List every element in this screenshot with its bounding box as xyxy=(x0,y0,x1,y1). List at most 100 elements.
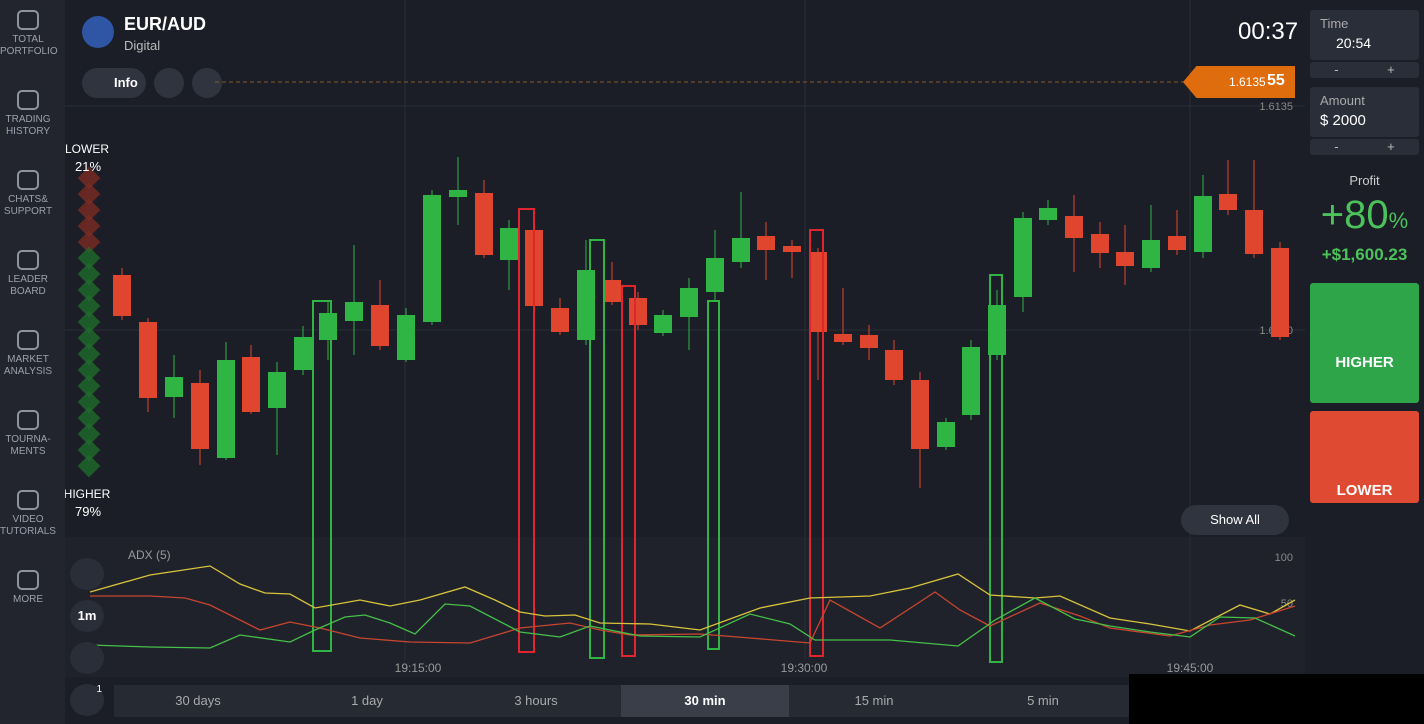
time-plus[interactable]: + xyxy=(1387,62,1395,77)
candle xyxy=(809,252,827,332)
time-label: Time xyxy=(1320,16,1349,31)
amount-plus[interactable]: + xyxy=(1387,139,1395,154)
candle xyxy=(1271,248,1289,337)
period[interactable]: 5 min xyxy=(1027,693,1059,708)
candle xyxy=(834,334,852,342)
alert-button[interactable] xyxy=(154,68,184,98)
period[interactable]: 3 hours xyxy=(514,693,558,708)
interval-tool[interactable]: 1m xyxy=(70,600,104,632)
candle xyxy=(937,422,955,447)
amount-value[interactable]: 2000 xyxy=(1332,112,1366,129)
signal-box xyxy=(312,300,332,652)
flag xyxy=(82,16,114,48)
candle xyxy=(757,236,775,250)
signal-box xyxy=(707,300,720,650)
signal-box xyxy=(809,229,824,657)
asset[interactable]: EUR/AUD xyxy=(124,14,207,34)
nav-label: VIDEO TUTORIALS xyxy=(0,514,56,537)
signal-box xyxy=(589,239,605,659)
nav-label: TRADING HISTORY xyxy=(5,114,51,137)
sentiment-higher: HIGHER xyxy=(65,487,111,501)
indicator-tool[interactable]: 1 xyxy=(70,684,104,716)
sentiment-lower: LOWER xyxy=(65,142,109,156)
adx-line xyxy=(89,597,1296,649)
badge: 1 xyxy=(96,684,102,695)
candle xyxy=(500,228,518,260)
nav-label: LEADER BOARD xyxy=(7,274,48,297)
profit-pct: +80 xyxy=(1320,193,1389,237)
candle xyxy=(371,305,389,346)
candle xyxy=(268,372,286,408)
signal-box xyxy=(518,208,535,653)
candle xyxy=(319,313,337,340)
amount-minus[interactable]: - xyxy=(1334,139,1339,154)
draw-tool[interactable] xyxy=(70,642,104,674)
profit-pct-row: +80% xyxy=(1310,193,1419,238)
info-button[interactable]: Info xyxy=(82,68,146,98)
nav-item[interactable]: TOTAL PORTFOLIO xyxy=(0,10,58,58)
candle xyxy=(139,322,157,398)
nav-label: CHATS& SUPPORT xyxy=(3,194,53,217)
nav-icon xyxy=(17,490,39,510)
period[interactable]: 30 min xyxy=(621,685,789,717)
candle xyxy=(551,308,569,332)
candle xyxy=(397,315,415,360)
sidebar: TOTAL PORTFOLIO TRADING HISTORY CHATS& SUP… xyxy=(0,0,65,724)
candle xyxy=(1194,196,1212,252)
period[interactable]: 1 day xyxy=(351,693,383,708)
lower-button[interactable]: LOWER xyxy=(1310,411,1419,503)
nav-item[interactable]: TOURNA- MENTS xyxy=(0,410,56,458)
candle xyxy=(1065,216,1083,238)
candle xyxy=(423,195,441,322)
higher-button[interactable]: HIGHER xyxy=(1310,283,1419,403)
indicator-name: ADX (5) xyxy=(128,548,171,562)
candle xyxy=(577,270,595,340)
candle xyxy=(1039,208,1057,220)
nav-item[interactable]: TRADING HISTORY xyxy=(0,90,56,138)
period-bar: 30 days 1 day 3 hours 30 min 15 min 5 min xyxy=(114,685,1129,717)
nav-icon xyxy=(17,410,39,430)
blank xyxy=(1129,674,1424,724)
time-label: 19:30:00 xyxy=(781,661,828,675)
amount-box: Amount $ 2000 - + xyxy=(1310,87,1419,157)
candle xyxy=(242,357,260,412)
candle xyxy=(603,280,621,302)
nav-label: MARKET ANALYSIS xyxy=(3,354,53,377)
indicator-area xyxy=(65,537,1305,677)
nav-label: TOTAL PORTFOLIO xyxy=(0,34,58,57)
time-label: 19:15:00 xyxy=(395,661,442,675)
period[interactable]: 15 min xyxy=(854,693,894,708)
sentiment xyxy=(77,454,101,478)
nav-item[interactable]: CHATS& SUPPORT xyxy=(0,170,56,218)
chart-type-tool[interactable] xyxy=(70,558,104,590)
profit-label: Profit xyxy=(1349,173,1380,188)
candle xyxy=(294,337,312,370)
nav-item[interactable]: MORE xyxy=(0,570,56,606)
price-main: 1.6135 xyxy=(1229,75,1266,89)
nav-item[interactable]: LEADER BOARD xyxy=(0,250,56,298)
price-label: 1.6135 xyxy=(1259,101,1293,113)
amount-label: Amount xyxy=(1320,93,1365,108)
signal-box xyxy=(989,274,1003,663)
sentiment-higher-pct: 79% xyxy=(75,504,101,519)
nav-item[interactable]: VIDEO TUTORIALS xyxy=(0,490,56,538)
period[interactable]: 30 days xyxy=(175,693,221,708)
candle xyxy=(1116,252,1134,266)
show-all[interactable]: Show All xyxy=(1181,505,1289,535)
candle xyxy=(1014,218,1032,297)
nav-icon xyxy=(17,330,39,350)
nav-icon xyxy=(17,250,39,270)
candle xyxy=(732,238,750,262)
price-last: 55 xyxy=(1267,72,1285,89)
candle xyxy=(962,347,980,415)
time-value[interactable]: 20:54 xyxy=(1336,35,1372,51)
time-minus[interactable]: - xyxy=(1334,62,1339,77)
nav-label: TOURNA- MENTS xyxy=(5,434,51,457)
candle xyxy=(449,190,467,197)
favorite-button[interactable] xyxy=(192,68,222,98)
candle xyxy=(1245,210,1263,254)
candle xyxy=(860,335,878,348)
asset-type: Digital xyxy=(124,38,161,53)
nav-item[interactable]: MARKET ANALYSIS xyxy=(0,330,56,378)
candle xyxy=(475,193,493,255)
